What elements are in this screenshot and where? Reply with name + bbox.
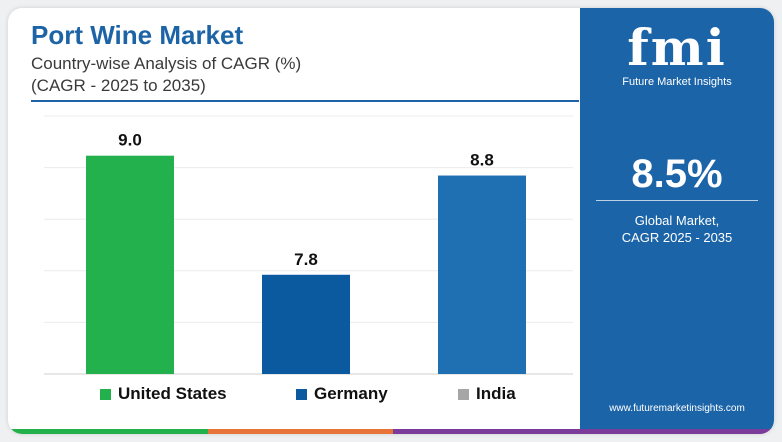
legend-label: United States bbox=[118, 384, 227, 403]
stat-label-line2: CAGR 2025 - 2035 bbox=[621, 230, 733, 245]
legend-item-india: India bbox=[458, 384, 516, 404]
page-title: Port Wine Market bbox=[31, 20, 244, 50]
footer-segment bbox=[8, 429, 208, 434]
chart-subtitle: Country-wise Analysis of CAGR (%) bbox=[31, 54, 302, 73]
legend-swatch bbox=[100, 388, 111, 400]
logo-subtitle: Future Market Insights bbox=[622, 76, 732, 88]
chart-legend: United States Germany India bbox=[8, 384, 583, 406]
stat-label-line1: Global Market, bbox=[634, 213, 720, 228]
panel-divider bbox=[596, 200, 758, 201]
bar-india bbox=[438, 175, 526, 374]
bar-value-label: 9.0 bbox=[118, 131, 142, 150]
legend-label: India bbox=[476, 384, 516, 403]
infographic-card: Port Wine Market Country-wise Analysis o… bbox=[8, 8, 774, 434]
footer-segment bbox=[208, 429, 393, 434]
legend-item-united-states: United States bbox=[100, 384, 227, 404]
legend-item-germany: Germany bbox=[296, 384, 388, 404]
bar-value-label: 8.8 bbox=[470, 151, 494, 170]
fmi-logo: fmi Future Market Insights bbox=[580, 18, 774, 89]
legend-swatch bbox=[296, 388, 307, 400]
chart-period: (CAGR - 2025 to 2035) bbox=[31, 76, 206, 95]
legend-label: Germany bbox=[314, 384, 388, 403]
website-link[interactable]: www.futuremarketinsights.com bbox=[609, 403, 745, 414]
bar-united-states bbox=[86, 155, 174, 374]
legend-swatch bbox=[458, 388, 469, 400]
bar-value-label: 7.8 bbox=[294, 250, 318, 269]
global-cagr-value: 8.5% bbox=[631, 152, 723, 196]
logo-mark: fmi bbox=[627, 18, 727, 77]
global-cagr-label: Global Market, CAGR 2025 - 2035 bbox=[580, 212, 774, 246]
footer-color-bar bbox=[8, 429, 774, 434]
bar-chart: 9.0 7.8 8.8 bbox=[44, 115, 573, 375]
summary-panel: fmi Future Market Insights 8.5% Global M… bbox=[580, 8, 774, 429]
title-divider bbox=[31, 100, 579, 102]
footer-segment bbox=[393, 429, 774, 434]
bar-germany bbox=[262, 274, 350, 374]
